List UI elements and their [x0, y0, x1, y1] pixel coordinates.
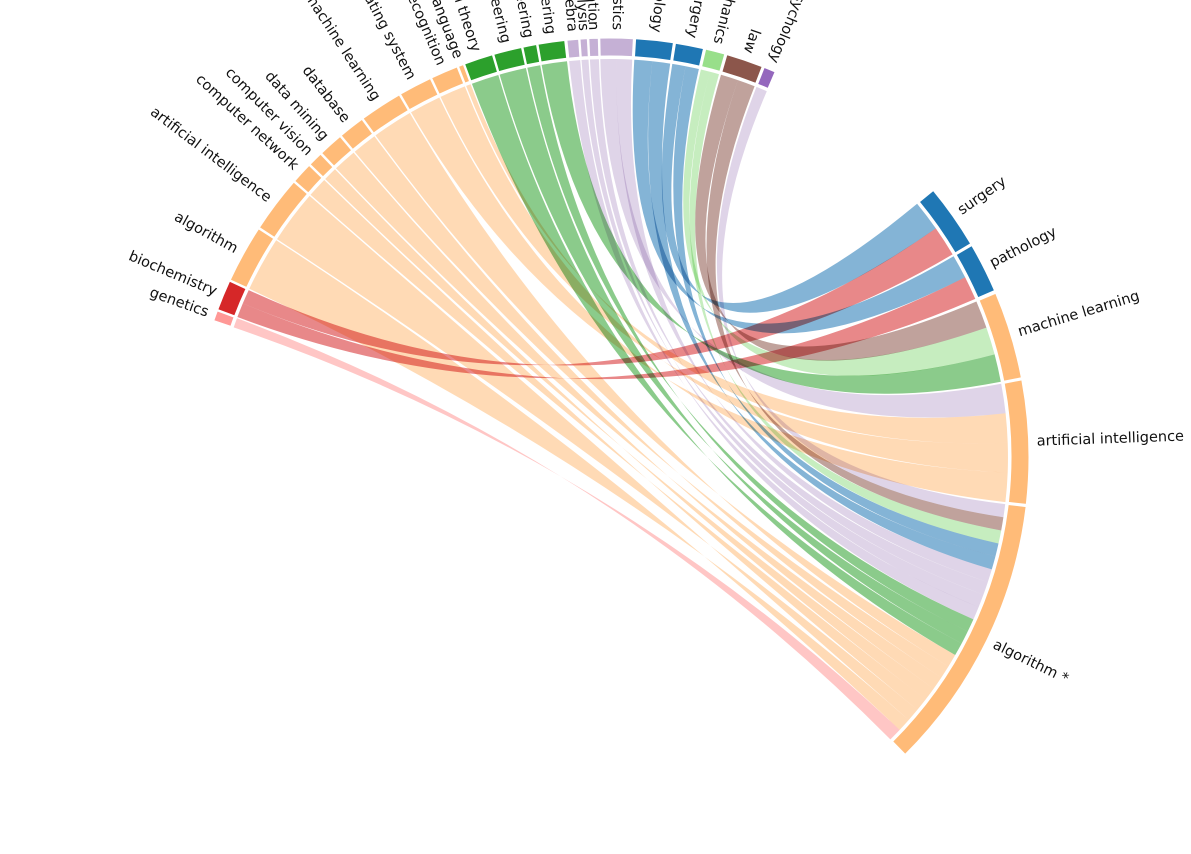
node-arc-electronic-engineering[interactable] — [522, 43, 541, 66]
node-label-algorithm-r: algorithm * — [990, 637, 1071, 687]
ribbon-data-mining-to-algorithm-r — [336, 152, 942, 689]
ribbon-database-to-algorithm-r — [354, 136, 949, 678]
node-arc-pattern-recognition[interactable] — [430, 66, 465, 95]
ribbon-surgery-to-surgery-r — [661, 63, 936, 313]
node-arc-mathematical-optimization[interactable] — [588, 37, 600, 58]
ribbon-law-to-algorithm-r — [706, 80, 1004, 531]
node-label-algorithm: algorithm — [171, 209, 240, 257]
node-arc-machine-learning[interactable] — [362, 94, 409, 134]
node-arc-computer-vision[interactable] — [309, 153, 334, 178]
ribbon-quantum-mechanics-to-algorithm-r — [689, 71, 1002, 544]
node-label-law: law — [740, 27, 763, 56]
ribbon-pattern-recognition-to-artificial-intelligence-r — [440, 86, 1008, 473]
node-arc-surgery-r[interactable] — [918, 189, 972, 254]
node-arc-surgery[interactable] — [672, 42, 705, 67]
node-arc-data-mining[interactable] — [320, 135, 353, 167]
node-label-machine-learning-r: machine learning — [1016, 288, 1141, 340]
ribbon-computer-vision-to-algorithm-r — [325, 169, 934, 700]
ribbon-law-to-machine-learning-r — [695, 74, 987, 361]
node-arc-mechanical-engineering[interactable] — [537, 39, 568, 63]
node-arc-social-psychology[interactable] — [756, 66, 776, 90]
ribbon-artificial-intelligence-to-algorithm-r — [277, 195, 918, 720]
node-label-social-psychology: social psychology — [765, 0, 829, 66]
node-arc-genetics[interactable] — [213, 310, 235, 328]
node-arc-algorithm[interactable] — [229, 228, 275, 289]
ribbon-layer — [233, 58, 1008, 740]
node-label-pathology-r: pathology — [987, 224, 1059, 271]
node-label-surgery-r: surgery — [955, 173, 1010, 218]
node-arc-algorithm-r[interactable] — [891, 503, 1027, 756]
node-arc-pathology-r[interactable] — [955, 244, 996, 299]
node-arc-computer-network[interactable] — [293, 164, 323, 194]
ribbon-biochemistry-to-surgery-r — [242, 228, 953, 366]
node-arc-operating-system[interactable] — [399, 77, 439, 111]
node-label-algebra: algebra — [559, 0, 580, 32]
ribbon-quantum-mechanics-to-machine-learning-r — [683, 69, 995, 376]
ribbon-social-psychology-to-algorithm-r — [716, 86, 1006, 518]
node-arc-statistics[interactable] — [599, 37, 634, 58]
node-arc-artificial-intelligence[interactable] — [258, 181, 309, 239]
node-arc-machine-learning-r[interactable] — [978, 292, 1022, 382]
node-arc-biochemistry[interactable] — [217, 280, 247, 317]
node-label-surgery: surgery — [683, 0, 709, 40]
ribbon-machine-learning-to-algorithm-r — [375, 113, 956, 667]
ribbon-computer-network-to-algorithm-r — [310, 180, 926, 710]
node-arc-electrical-engineering[interactable] — [493, 46, 526, 73]
node-arc-pathology[interactable] — [633, 38, 674, 62]
node-arc-layer — [213, 37, 1030, 756]
node-arc-quantum-mechanics[interactable] — [700, 48, 726, 72]
node-arc-programming-language[interactable] — [457, 63, 471, 84]
node-arc-database[interactable] — [340, 118, 374, 151]
node-arc-control-theory[interactable] — [463, 54, 499, 82]
ribbon-biochemistry-to-pathology-r — [237, 277, 976, 380]
node-arc-mathematical-analysis[interactable] — [579, 38, 589, 58]
node-arc-artificial-intelligence-r[interactable] — [1003, 379, 1030, 505]
node-arc-algebra[interactable] — [566, 38, 581, 59]
node-label-artificial-intelligence-r: artificial intelligence — [1036, 429, 1184, 450]
node-arc-law[interactable] — [721, 53, 763, 85]
node-label-pathology: pathology — [647, 0, 671, 34]
node-label-statistics: statistics — [609, 0, 626, 30]
